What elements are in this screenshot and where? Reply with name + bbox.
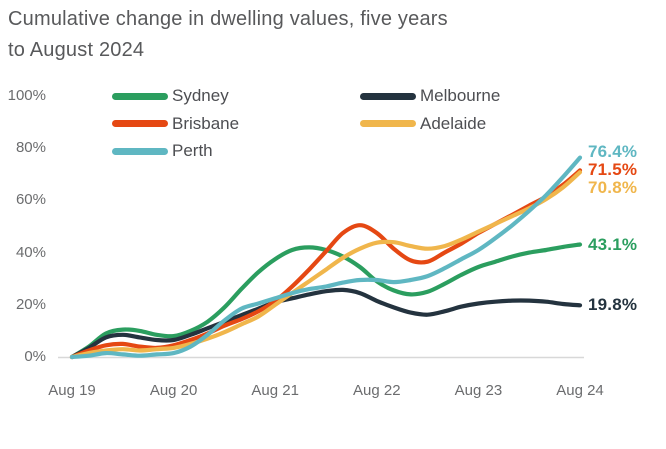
x-tick-label: Aug 22 <box>353 382 401 399</box>
y-tick-label: 60% <box>15 191 46 209</box>
y-tick-label: 40% <box>15 243 46 261</box>
end-value-label-adelaide: 70.8% <box>588 177 638 197</box>
end-value-label-sydney: 43.1% <box>588 234 638 254</box>
y-tick-label: 100% <box>7 87 46 104</box>
y-tick-label: 80% <box>15 139 46 157</box>
series-line-brisbane <box>69 168 583 360</box>
legend-label: Melbourne <box>420 86 501 105</box>
legend-line-swatch-icon <box>360 92 416 100</box>
series-line-melbourne <box>69 287 583 360</box>
legend-label: Adelaide <box>420 113 487 133</box>
chart-title: Cumulative change in dwelling values, fi… <box>8 8 448 61</box>
end-value-label-perth: 76.4% <box>588 141 638 161</box>
series-line-adelaide <box>69 170 583 360</box>
legend-item-melbourne: Melbourne <box>360 86 500 106</box>
legend-line-swatch-icon <box>112 147 168 155</box>
legend-item-brisbane: Brisbane <box>112 114 239 134</box>
legend-line-swatch-icon <box>112 120 168 127</box>
legend-line-swatch-icon <box>360 120 416 127</box>
x-tick-label: Aug 20 <box>149 382 198 399</box>
y-tick-label: 0% <box>24 348 46 365</box>
legend-label: Perth <box>172 141 213 160</box>
legend-item-adelaide: Adelaide <box>360 114 486 134</box>
legend-line-swatch-icon <box>112 92 168 100</box>
end-value-label-melbourne: 19.8% <box>588 295 638 315</box>
x-tick-label: Aug 23 <box>454 382 503 399</box>
legend-label: Sydney <box>172 86 229 105</box>
end-value-label-brisbane: 71.5% <box>588 160 638 180</box>
legend-item-sydney: Sydney <box>112 86 229 106</box>
series-line-perth <box>69 155 583 360</box>
x-tick-label: Aug 19 <box>48 382 96 399</box>
legend-item-perth: Perth <box>112 141 213 161</box>
x-tick-label: Aug 24 <box>556 382 604 399</box>
y-tick-label: 20% <box>15 295 46 313</box>
x-tick-label: Aug 21 <box>251 382 299 399</box>
legend-label: Brisbane <box>172 113 240 133</box>
